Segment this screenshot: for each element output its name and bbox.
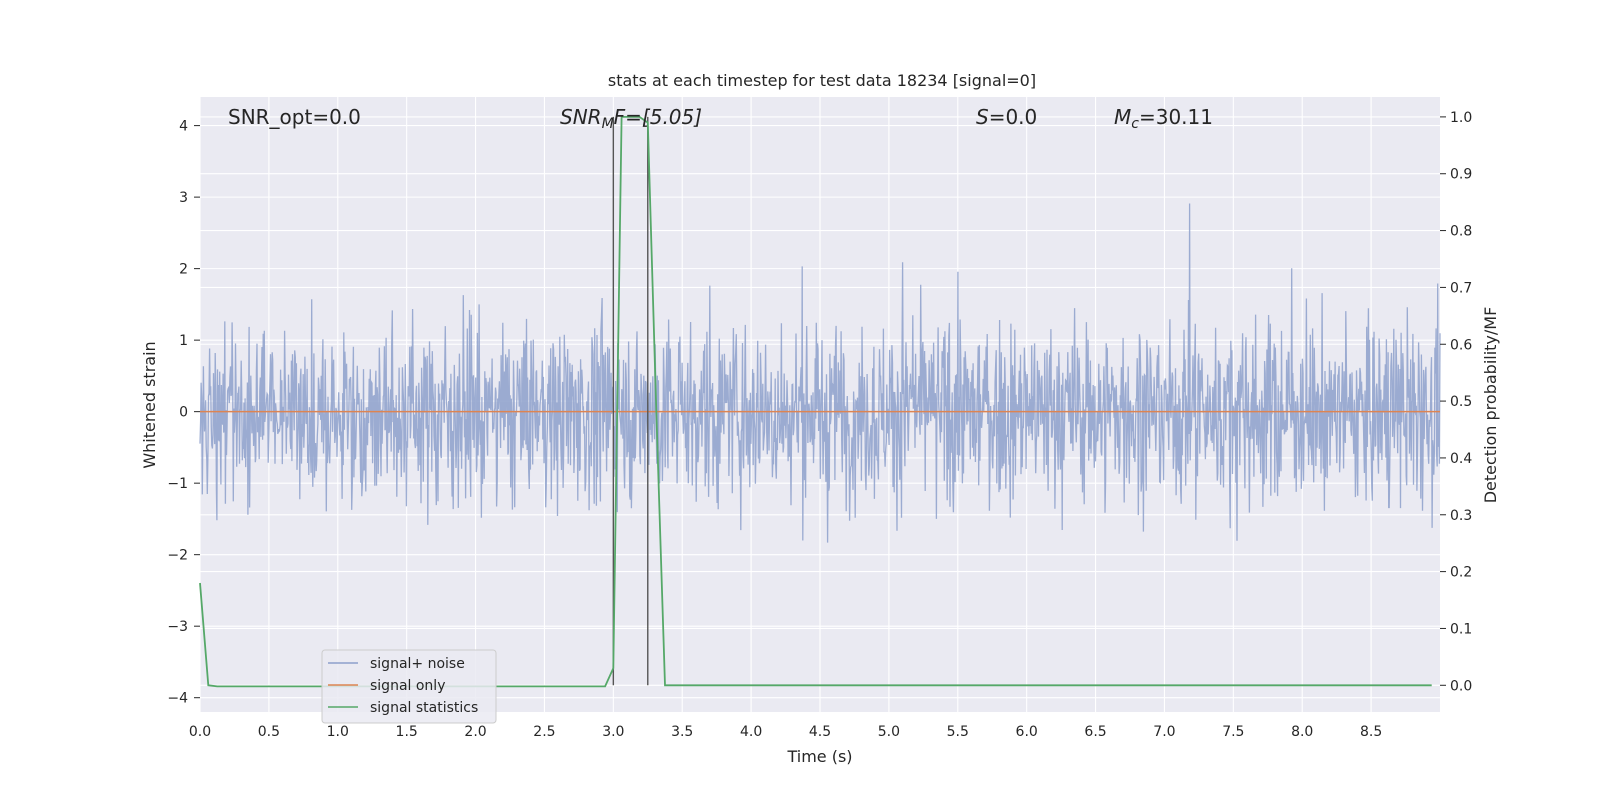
x-tick-label: 3.5 [671, 724, 693, 740]
y-tick-label-right: 0.9 [1450, 167, 1472, 183]
y-tick-label-left: −1 [167, 476, 188, 492]
x-tick-label: 7.5 [1222, 724, 1244, 740]
annotation-mc-rest: =30.11 [1139, 105, 1213, 129]
legend: signal+ noise signal only signal statist… [321, 649, 497, 724]
x-tick-label: 8.5 [1360, 724, 1382, 740]
y-axis-left-label: Whitened strain [140, 341, 159, 468]
x-tick-label: 5.0 [878, 724, 900, 740]
x-tick-label: 7.0 [1153, 724, 1175, 740]
annotations: SNR_opt=0.0 SNRMF=[5.05] S=0.0 Mc=30.11 [228, 105, 1213, 132]
y-tick-label-right: 1.0 [1450, 110, 1472, 126]
y-tick-label-right: 0.4 [1450, 451, 1472, 467]
y-tick-label-right: 0.3 [1450, 508, 1472, 524]
annotation-snr-mf-symbol: SNR [560, 105, 602, 129]
x-tick-label: 0.5 [258, 724, 280, 740]
x-tick-label: 8.0 [1291, 724, 1313, 740]
x-tick-label: 4.0 [740, 724, 762, 740]
legend-box [321, 649, 497, 724]
legend-label-signal-plus-noise: signal+ noise [370, 656, 465, 672]
y-tick-label-left: −2 [167, 548, 188, 564]
x-tick-label: 1.0 [327, 724, 349, 740]
x-axis-label: Time (s) [786, 747, 852, 766]
x-tick-label: 5.5 [947, 724, 969, 740]
chart-title: stats at each timestep for test data 182… [608, 71, 1036, 90]
y-tick-label-right: 0.0 [1450, 678, 1472, 694]
y-tick-label-left: 3 [179, 190, 188, 206]
x-tick-label: 3.0 [602, 724, 624, 740]
y-axis-right-ticks: 1.0 0.9 0.8 0.7 0.6 0.5 0.4 0.3 0.2 0.1 0.0 [1440, 110, 1472, 694]
signal-statistics-line [199, 116, 1432, 688]
y-tick-label-right: 0.2 [1450, 565, 1472, 581]
series-signal-statistics [199, 116, 1432, 688]
y-tick-label-right: 0.5 [1450, 394, 1472, 410]
y-tick-label-right: 0.8 [1450, 224, 1472, 240]
y-tick-label-right: 0.7 [1450, 280, 1472, 296]
y-axis-right-label: Detection probability/MF [1481, 307, 1500, 504]
y-tick-label-right: 0.6 [1450, 337, 1472, 353]
legend-label-signal-statistics: signal statistics [370, 700, 478, 716]
x-tick-label: 0.0 [189, 724, 211, 740]
y-tick-label-left: −4 [167, 691, 188, 707]
x-tick-label: 6.5 [1084, 724, 1106, 740]
plot-area [199, 97, 1441, 712]
annotation-snr-mf: SNRMF=[5.05] [560, 105, 702, 132]
annotation-snr-mf-sub: M [602, 116, 614, 132]
y-tick-label-left: 2 [179, 262, 188, 278]
annotation-mc-sub: c [1131, 116, 1139, 132]
y-tick-label-left: −3 [167, 619, 188, 635]
annotation-mc: Mc=30.11 [1114, 105, 1213, 132]
annotation-s-symbol: S [976, 105, 989, 129]
x-tick-label: 2.0 [464, 724, 486, 740]
x-axis-ticks: 0.0 0.5 1.0 1.5 2.0 2.5 3.0 3.5 4.0 4.5 5.0 5.5 6.0 6… [189, 724, 1382, 740]
annotation-snr-mf-rest: F=[5.05] [614, 105, 702, 129]
x-tick-label: 6.0 [1016, 724, 1038, 740]
y-tick-label-left: 1 [179, 333, 188, 349]
x-tick-label: 2.5 [533, 724, 555, 740]
annotation-snr-opt: SNR_opt=0.0 [228, 105, 361, 129]
signal-plus-noise-line [199, 203, 1441, 543]
y-axis-left-ticks: 4 3 2 1 0 −1 −2 −3 −4 [167, 119, 200, 707]
y-tick-label-left: 0 [179, 405, 188, 421]
legend-label-signal-only: signal only [370, 678, 445, 694]
series-signal-plus-noise [199, 203, 1441, 543]
detection-window-lines [612, 116, 649, 686]
y-tick-label-right: 0.1 [1450, 621, 1472, 637]
annotation-s-rest: =0.0 [989, 105, 1038, 129]
x-tick-label: 4.5 [809, 724, 831, 740]
x-tick-label: 1.5 [396, 724, 418, 740]
annotation-mc-symbol: M [1114, 105, 1131, 129]
y-tick-label-left: 4 [179, 119, 188, 135]
annotation-s: S=0.0 [976, 105, 1037, 129]
